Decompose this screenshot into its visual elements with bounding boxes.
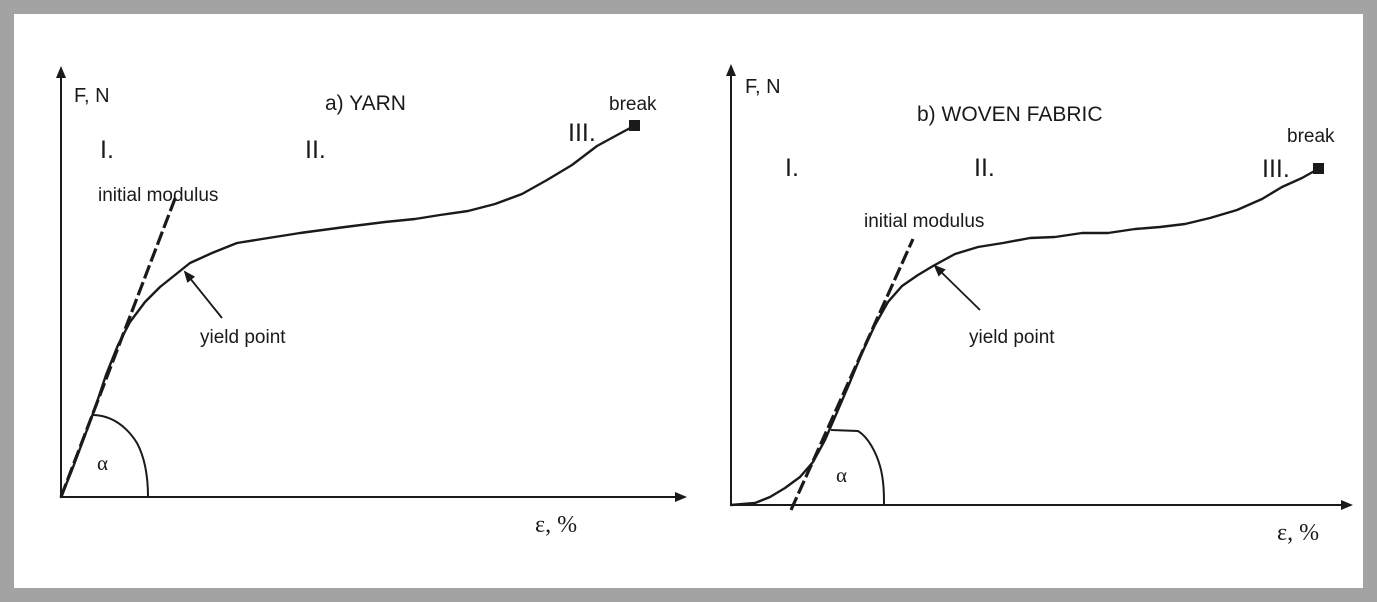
fabric-yield-point-arrow bbox=[933, 264, 981, 311]
yarn-x-axis-label: ε, % bbox=[535, 512, 577, 538]
chart-woven-fabric: F, N ε, % b) WOVEN FABRIC I. II. III. br… bbox=[726, 64, 1353, 546]
fabric-stress-strain-curve bbox=[729, 167, 1320, 507]
yarn-yield-point-arrow bbox=[183, 270, 223, 319]
fabric-alpha-arc bbox=[830, 429, 885, 506]
fabric-region-label-2: II. bbox=[974, 154, 995, 182]
yarn-break-label: break bbox=[609, 94, 657, 115]
yarn-y-axis-label: F, N bbox=[74, 85, 110, 107]
fabric-initial-modulus-label: initial modulus bbox=[864, 211, 984, 232]
fabric-y-axis-label: F, N bbox=[745, 76, 781, 98]
fabric-alpha-label: α bbox=[836, 463, 847, 487]
yarn-region-label-3: III. bbox=[568, 119, 596, 147]
fabric-yield-point-label: yield point bbox=[969, 327, 1055, 348]
fabric-region-label-3: III. bbox=[1262, 155, 1290, 183]
fabric-chart-title: b) WOVEN FABRIC bbox=[917, 103, 1103, 126]
fabric-break-label: break bbox=[1287, 126, 1335, 147]
yarn-stress-strain-curve bbox=[59, 124, 636, 499]
yarn-region-label-1: I. bbox=[100, 136, 114, 164]
fabric-x-axis-label: ε, % bbox=[1277, 520, 1319, 546]
yarn-alpha-arc bbox=[91, 414, 149, 498]
yarn-chart-title: a) YARN bbox=[325, 92, 406, 115]
yarn-region-label-2: II. bbox=[305, 136, 326, 164]
fabric-region-label-1: I. bbox=[785, 154, 799, 182]
yarn-yield-point-label: yield point bbox=[200, 327, 286, 348]
chart-yarn: F, N ε, % a) YARN I. II. III. break init… bbox=[56, 66, 687, 538]
yarn-initial-modulus-label: initial modulus bbox=[98, 185, 218, 206]
yarn-alpha-label: α bbox=[97, 451, 108, 475]
